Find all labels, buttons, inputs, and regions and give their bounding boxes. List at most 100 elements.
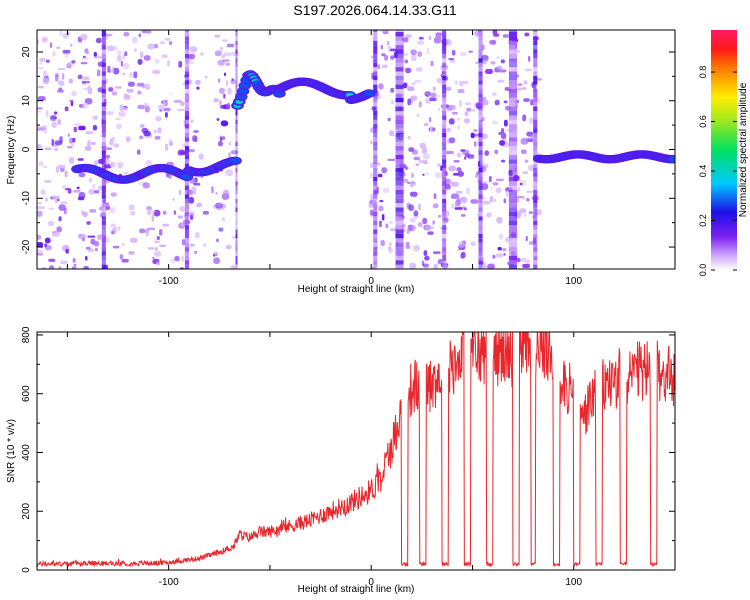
spectrogram-noise-cell [423,250,428,256]
spectrogram-noise-cell [167,60,171,67]
spectrogram-noise-cell [481,100,489,106]
spectrogram-noise-cell [211,186,214,194]
spectrogram-streak-cell [395,32,404,37]
spectrogram-noise-cell [428,117,432,123]
ridge-mark [668,156,675,163]
spectrogram-noise-cell [59,30,63,36]
spectrogram-streak-cell [235,146,238,151]
spectrogram-noise-cell [415,163,420,166]
spectrogram-streak-cell [533,84,538,89]
snr-series-line [37,332,675,568]
spectrogram-noise-cell [429,97,437,101]
spectrogram-noise-cell [39,57,46,62]
spectrogram-streak-cell [101,190,106,195]
spectrogram-streak-cell [373,124,378,129]
spectrogram-y-tick-label: 0 [21,146,32,152]
spectrogram-noise-cell [97,234,103,240]
spectrogram-streak-cell [442,225,447,230]
spectrogram-noise-cell [225,62,231,66]
spectrogram-noise-cell [466,107,472,112]
spectrogram-streak-cell [508,84,517,89]
spectrogram-noise-cell [73,189,81,193]
spectrogram-streak-cell [184,89,189,94]
spectrogram-streak-cell [508,242,517,248]
spectrogram-noise-cell [434,172,443,179]
spectrogram-noise-cell [403,178,409,183]
spectrogram-noise-cell [497,65,503,71]
spectrogram-noise-cell [160,41,165,45]
spectrogram-noise-cell [381,167,388,174]
spectrogram-noise-cell [451,106,455,111]
spectrogram-streak-cell [395,181,404,186]
spectrogram-streak-cell [235,49,238,54]
spectrogram-streak-cell [442,203,447,208]
spectrogram-streak-cell [373,93,378,98]
spectrogram-noise-cell [436,163,442,167]
spectrogram-noise-cell [154,240,160,244]
spectrogram-streak-cell [478,32,483,37]
spectrogram-noise-cell [180,101,185,106]
spectrogram-noise-cell [495,253,503,258]
spectrogram-noise-cell [76,186,80,190]
spectrogram-streak-cell [184,225,189,230]
spectrogram-noise-cell [473,141,477,147]
spectrogram-streak-cell [235,168,238,173]
spectrogram-noise-cell [457,89,465,93]
spectrogram-streak-cell [442,141,447,147]
spectrogram-streak-cell [395,30,404,32]
spectrogram-streak-cell [478,242,483,248]
spectrogram-streak-cell [395,247,404,252]
spectrogram-noise-cell [37,110,42,113]
spectrogram-noise-cell [204,75,208,79]
spectrogram-streak-cell [533,207,538,212]
spectrogram-noise-cell [109,161,116,168]
spectrogram-streak-cell [533,36,538,41]
spectrogram-streak-cell [373,220,378,226]
spectrogram-streak-cell [235,207,238,212]
spectrogram-noise-cell [517,83,523,86]
spectrogram-noise-cell [188,211,195,216]
spectrogram-streak-cell [373,194,378,199]
spectrogram-noise-cell [387,40,390,46]
spectrogram-noise-cell [106,33,113,37]
spectrogram-streak-cell [101,233,106,239]
spectrogram-noise-cell [163,107,171,112]
spectrogram-streak-cell [478,75,483,81]
spectrogram-noise-cell [38,62,42,65]
spectrogram-streak-cell [508,128,517,133]
spectrogram-streak-cell [478,207,483,212]
spectrogram-streak-cell [373,181,378,186]
spectrogram-streak-cell [395,216,404,221]
spectrogram-noise-cell [524,159,529,163]
spectrogram-noise-cell [492,92,497,97]
spectrogram-noise-cell [528,211,533,214]
spectrogram-noise-cell [87,141,90,148]
spectrogram-noise-cell [228,152,231,158]
spectrogram-noise-cell [92,115,99,120]
spectrogram-streak-cell [235,71,238,76]
snr-y-tick-label: 200 [21,502,32,519]
spectrogram-streak-cell [184,45,189,50]
spectrogram-noise-cell [523,80,528,85]
spectrogram-streak-cell [184,220,189,226]
spectrogram-noise-cell [522,171,528,174]
spectrogram-noise-cell [226,102,231,108]
spectrogram-streak-cell [235,216,238,221]
spectrogram-noise-cell [82,76,90,80]
spectrogram-streak-cell [101,30,106,32]
spectrogram-noise-cell [38,202,42,205]
spectrogram-streak-cell [442,159,447,164]
spectrogram-noise-cell [54,140,63,146]
spectrogram-noise-cell [46,110,49,117]
spectrogram-noise-cell [85,131,94,134]
spectrogram-streak-cell [184,75,189,81]
spectrogram-streak-cell [508,194,517,199]
spectrogram-streak-cell [395,154,404,160]
spectrogram-streak-cell [395,67,404,72]
spectrogram-streak-cell [533,233,538,239]
spectrogram-noise-cell [69,157,75,164]
spectrogram-streak-cell [478,159,483,164]
spectrogram-noise-cell [470,241,476,247]
spectrogram-noise-cell [65,248,69,254]
spectrogram-streak-cell [184,128,189,133]
